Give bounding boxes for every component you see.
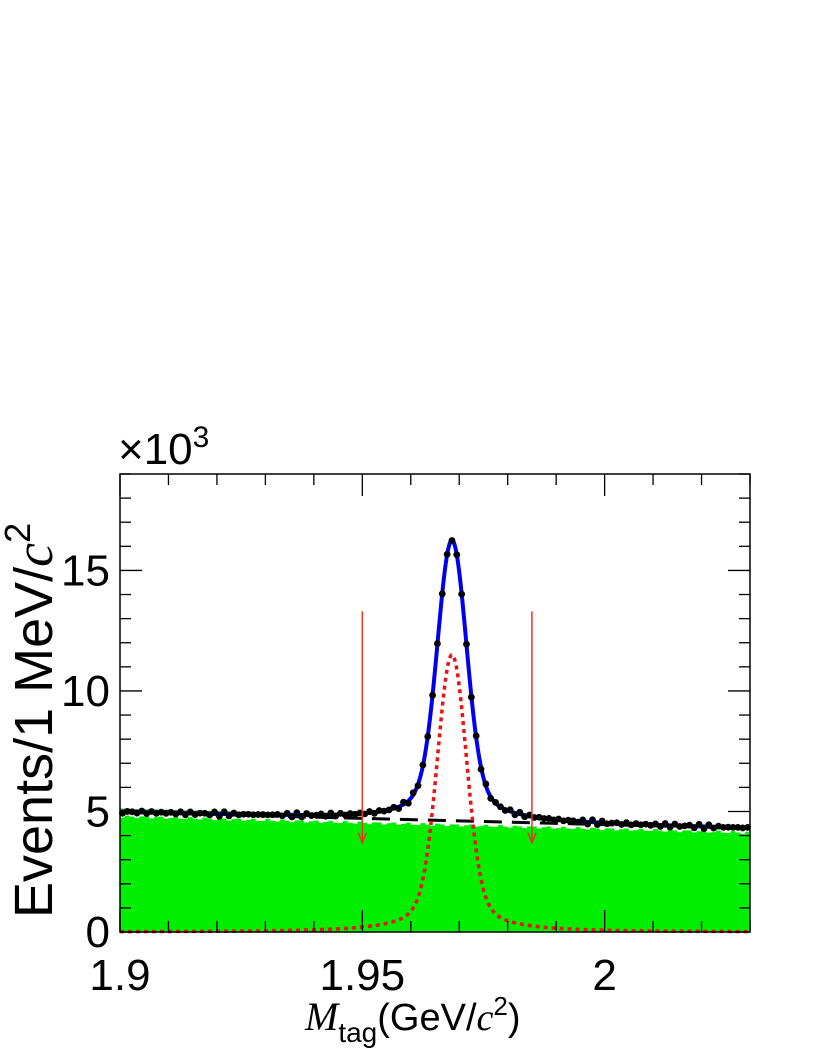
data-point <box>516 808 524 816</box>
data-point <box>497 803 504 811</box>
data-point <box>477 765 485 773</box>
data-point <box>215 812 223 820</box>
data-point <box>240 810 247 818</box>
signal-window-arrowhead <box>357 832 368 845</box>
data-point <box>492 798 499 806</box>
plot-frame <box>119 473 751 933</box>
data-point <box>438 590 446 598</box>
data-point <box>211 808 218 816</box>
data-point <box>506 806 514 814</box>
data-point <box>608 819 616 827</box>
y-tick-label: 10 <box>61 667 110 716</box>
y-tick-label: 5 <box>86 787 110 836</box>
data-point <box>288 813 296 821</box>
y-axis-title: Events/1 MeV/c2 <box>0 523 64 918</box>
data-point <box>666 823 674 831</box>
data-point <box>463 640 470 648</box>
data-point <box>540 815 548 822</box>
data-point <box>700 825 708 833</box>
data-points-layer <box>119 537 751 833</box>
data-point <box>487 794 495 802</box>
data-point <box>467 693 475 701</box>
signal-window-arrowhead <box>527 832 537 845</box>
x-tick-label: 2 <box>592 951 616 1000</box>
data-point <box>482 780 490 788</box>
data-point <box>283 809 291 817</box>
data-point <box>705 821 713 829</box>
data-point <box>220 808 228 816</box>
data-point <box>259 811 267 818</box>
background-fit-line <box>119 810 751 830</box>
data-point <box>429 691 436 699</box>
data-point <box>579 816 587 824</box>
data-point <box>719 823 727 831</box>
data-point <box>404 799 412 807</box>
data-point <box>419 761 427 769</box>
data-point <box>453 551 461 559</box>
data-point <box>409 789 417 797</box>
data-point <box>327 809 335 817</box>
data-point <box>293 809 301 817</box>
data-point <box>322 812 330 820</box>
x-tick-label: 1.9 <box>89 951 150 1000</box>
data-point <box>206 811 214 819</box>
data-point <box>584 820 592 828</box>
x-tick-label: 1.95 <box>319 951 405 1000</box>
data-point <box>724 823 732 831</box>
data-point <box>196 809 204 817</box>
data-point <box>298 813 306 821</box>
data-point <box>395 805 403 813</box>
data-point <box>589 816 596 824</box>
data-point <box>269 811 277 819</box>
data-point <box>414 782 422 790</box>
data-point <box>249 811 257 819</box>
data-point <box>443 550 451 558</box>
y-tick-label: 0 <box>86 908 110 957</box>
data-point <box>593 821 601 828</box>
data-point <box>264 811 272 819</box>
data-point <box>458 590 466 598</box>
signal-shape-curve <box>119 653 750 934</box>
y-axis-multiplier: ×103 <box>118 421 209 474</box>
data-point <box>424 733 432 740</box>
y-tick-label: 15 <box>61 546 110 595</box>
data-point <box>472 732 480 740</box>
data-point <box>254 811 262 818</box>
data-point <box>695 820 703 828</box>
axis-ticks <box>119 473 751 933</box>
data-point <box>690 824 698 832</box>
data-point <box>661 820 669 827</box>
data-point <box>448 537 456 544</box>
axis-tick-labels: 1.9 1.95 2 0 5 10 15 <box>61 546 617 1000</box>
x-axis-title: Mtag(GeV/c2) <box>304 991 521 1048</box>
background-histogram <box>120 815 750 932</box>
signal-window-arrows <box>357 611 537 845</box>
data-point <box>434 640 441 647</box>
data-point <box>729 823 737 831</box>
